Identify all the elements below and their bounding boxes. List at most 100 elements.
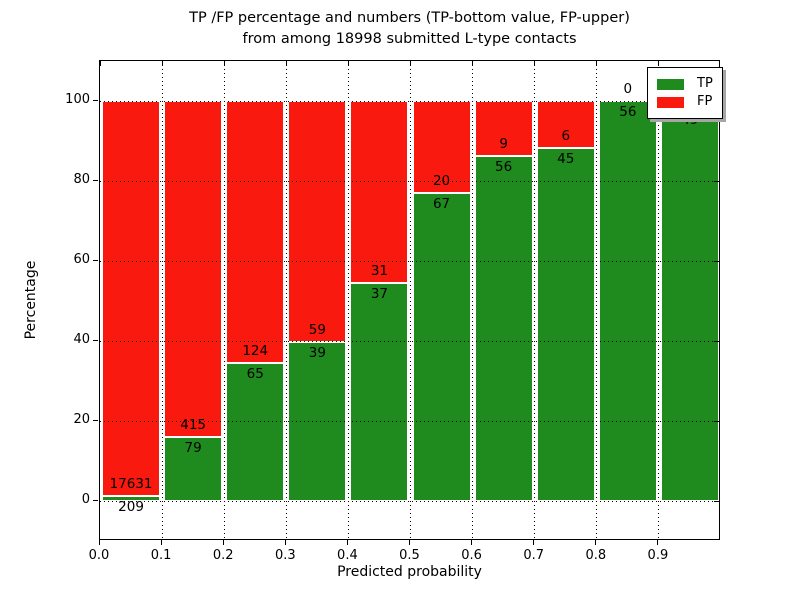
bar-segment-tp (350, 283, 409, 501)
x-tick-mark-inner (596, 61, 598, 66)
y-gridline (100, 340, 719, 342)
x-tick-label: 0.4 (337, 548, 358, 563)
bar-fp-count-label: 6 (561, 128, 571, 145)
y-axis-label: Percentage (23, 260, 39, 340)
x-tick-mark-inner (658, 61, 660, 66)
bar-segment-fp (350, 101, 409, 284)
x-gridline (472, 61, 474, 539)
bars-layer (100, 61, 719, 539)
x-gridline (534, 61, 536, 539)
y-gridline (100, 420, 719, 422)
x-tick-label: 0.0 (88, 548, 110, 563)
x-tick-label: 0.5 (399, 548, 420, 563)
legend-swatch-tp-icon (657, 78, 684, 90)
bar-segment-tp (598, 101, 657, 501)
x-tick-label: 0.1 (150, 548, 172, 563)
y-gridline (100, 260, 719, 262)
x-tick-mark-inner (99, 61, 101, 66)
y-gridline (100, 100, 719, 102)
legend-swatch-fp-icon (657, 96, 684, 108)
grid-layer (100, 61, 719, 539)
x-tick-label: 0.6 (461, 548, 482, 563)
x-tick-mark (533, 540, 535, 545)
bar-segment-tp (474, 156, 533, 501)
y-tick-mark (93, 259, 98, 261)
bar-tp-count-label: 79 (184, 440, 202, 457)
x-gridline (285, 61, 287, 539)
x-tick-mark (657, 540, 659, 545)
bar-segment-tp (412, 192, 471, 501)
x-tick-mark-inner (534, 61, 536, 66)
y-tick-label: 0 (81, 492, 90, 507)
legend-item-tp: TP (657, 76, 713, 92)
bar-fp-count-label: 59 (308, 321, 326, 338)
bar-fp-count-label: 415 (180, 417, 207, 434)
bar-tp-count-label: 56 (495, 159, 513, 176)
bar-tp-count-label: 39 (308, 344, 326, 361)
x-tick-mark (409, 540, 410, 545)
y-gridline (100, 500, 719, 502)
bar-labels-layer: 17631 209 415 79 124 65 59 39 31 37 20 67 9 56 6 45 0 56 4… (100, 61, 719, 539)
y-tick-mark-inner (714, 420, 719, 422)
x-tick-mark-inner (285, 61, 287, 66)
x-axis-label: Predicted probability (337, 564, 482, 580)
y-gridline (100, 180, 719, 182)
bar-segment-fp (226, 101, 285, 364)
x-tick-mark (222, 540, 224, 545)
bar-segment-fp (288, 101, 347, 342)
plot-area: 17631 209 415 79 124 65 59 39 31 37 20 67 9 56 6 45 0 56 4… (99, 60, 723, 540)
y-tick-mark-inner (714, 180, 719, 182)
bar-fp-count-label: 9 (499, 136, 508, 153)
x-tick-mark-inner (472, 61, 474, 66)
bar-tp-count-label: 65 (246, 366, 264, 383)
bar-segment-fp (164, 101, 223, 438)
x-tick-mark-inner (161, 61, 163, 66)
x-tick-mark-inner (410, 61, 411, 66)
x-tick-mark (595, 540, 597, 545)
y-tick-mark (93, 499, 98, 501)
bar-fp-count-label: 31 (370, 263, 389, 280)
legend: TP FP (647, 67, 723, 119)
y-tick-mark-inner (714, 340, 719, 342)
x-gridline (161, 61, 163, 539)
y-tick-label: 20 (73, 412, 90, 427)
y-tick-mark (93, 339, 98, 341)
bar-segment-fp (412, 101, 471, 193)
x-tick-label: 0.9 (647, 548, 669, 563)
y-tick-mark (93, 419, 98, 421)
bar-segment-tp (164, 437, 223, 501)
x-tick-label: 0.7 (523, 548, 545, 563)
bar-fp-count-label: 124 (242, 343, 269, 360)
y-tick-label: 40 (73, 332, 90, 347)
x-gridline (347, 61, 349, 539)
x-tick-mark-inner (347, 61, 349, 66)
x-tick-mark-inner (223, 61, 225, 66)
y-tick-label: 100 (65, 92, 90, 107)
bar-segment-tp (660, 109, 719, 501)
chart-title-line2: from among 18998 submitted L-type contac… (242, 31, 577, 47)
x-tick-mark (346, 540, 348, 545)
x-gridline (596, 61, 598, 539)
bar-segment-tp (226, 363, 285, 501)
bar-fp-count-label: 20 (432, 172, 451, 189)
bar-segment-fp (536, 101, 595, 149)
bar-tp-count-label: 56 (619, 104, 637, 120)
bar-segment-fp (474, 101, 533, 157)
bar-segment-fp (102, 101, 161, 497)
x-tick-mark (160, 540, 162, 545)
y-tick-mark-inner (714, 260, 719, 262)
x-gridline (658, 61, 660, 539)
x-tick-label: 0.3 (274, 548, 296, 563)
bar-segment-tp (536, 148, 595, 501)
y-tick-label: 60 (73, 252, 90, 267)
bar-fp-count-label: 17631 (109, 476, 153, 493)
x-tick-mark (98, 540, 100, 545)
x-gridline (223, 61, 225, 539)
x-tick-label: 0.2 (212, 548, 234, 563)
x-tick-mark (471, 540, 473, 545)
chart-title: TP /FP percentage and numbers (TP-bottom… (99, 8, 720, 50)
x-tick-label: 0.8 (585, 548, 607, 563)
y-tick-mark-inner (714, 500, 719, 502)
legend-label-fp: FP (697, 94, 713, 109)
